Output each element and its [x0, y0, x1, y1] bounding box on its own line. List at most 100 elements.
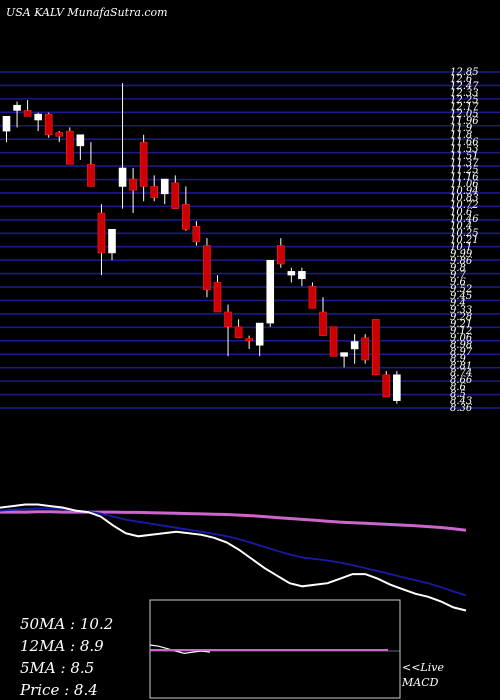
y-tick-label: 10.72 [450, 200, 479, 211]
y-tick-label: 10.21 [450, 235, 479, 246]
ma-line-12ma [0, 507, 467, 597]
y-tick-label: 11.66 [450, 137, 479, 148]
y-tick-label: 8.43 [450, 396, 472, 407]
y-tick-label: 9.99 [450, 249, 473, 260]
grid-lines [0, 71, 500, 409]
y-tick-label: 9.8 [450, 263, 466, 274]
candle-body [319, 311, 327, 336]
candle-body [150, 186, 158, 198]
candle-body [213, 282, 222, 313]
y-tick-label: 10.6 [450, 207, 473, 218]
y-tick-label: 11.37 [450, 158, 479, 169]
candle-body [182, 203, 190, 230]
candle-body [55, 132, 64, 137]
candle-body [87, 164, 95, 187]
y-tick-label: 8.6 [450, 382, 467, 393]
stat-12ma: 12MA : 8.9 [20, 637, 104, 655]
y-tick-label: 9.52 [450, 284, 472, 295]
candle-body [234, 326, 243, 339]
candle-body [13, 104, 21, 111]
macd-title: MACD [401, 676, 439, 689]
ma-line-50ma [0, 510, 467, 532]
y-tick-label: 12.33 [450, 88, 479, 99]
y-tick-label: 12.17 [450, 102, 479, 113]
y-tick-label: 12.25 [450, 95, 479, 106]
candles [2, 83, 401, 404]
stat-5ma: 5MA : 8.5 [20, 659, 94, 677]
y-tick-label: 9.06 [450, 333, 473, 344]
candle-body [382, 374, 391, 398]
macd-live-label: <<Live [402, 661, 444, 674]
y-axis-ticks: 12.8512.612.4712.3312.2512.1712.0511.961… [450, 67, 479, 414]
y-tick-label: 11.9 [450, 123, 473, 134]
y-tick-label: 9.12 [450, 326, 472, 337]
candle-body [224, 311, 232, 328]
candle-body [171, 182, 180, 209]
y-tick-label: 8.66 [450, 375, 473, 386]
y-tick-label: 11.06 [450, 179, 479, 190]
candle-body [76, 134, 85, 147]
candle-body [255, 322, 264, 346]
y-tick-label: 8.81 [450, 361, 472, 372]
y-tick-label: 8.9 [450, 354, 467, 365]
y-tick-label: 12.6 [450, 74, 473, 85]
y-tick-label: 9.6 [450, 277, 467, 288]
y-tick-label: 11.8 [450, 130, 472, 141]
y-tick-label: 11.16 [450, 172, 479, 183]
candle-body [393, 374, 401, 401]
y-tick-label: 10.1 [450, 242, 472, 253]
candle-body [44, 113, 53, 136]
y-tick-label: 9.4 [450, 298, 466, 309]
y-tick-label: 12.47 [450, 81, 479, 92]
candle-body [298, 271, 306, 280]
candle-body [245, 338, 253, 342]
candle-body [329, 326, 338, 357]
y-tick-label: 10.94 [450, 186, 479, 197]
y-tick-label: 8.98 [450, 340, 472, 351]
chart-title: USA KALV MunafaSutra.com [6, 6, 168, 19]
y-tick-label: 10.83 [450, 193, 479, 204]
candle-body [371, 319, 380, 376]
y-tick-label: 9.86 [450, 256, 473, 267]
candle-body [276, 245, 285, 265]
candle-body [118, 167, 127, 187]
macd-panel [149, 599, 401, 699]
candle-body [2, 116, 11, 132]
candle-body [287, 271, 296, 276]
candle-body [160, 178, 169, 195]
candle-body [34, 113, 42, 121]
y-tick-label: 9.45 [450, 291, 472, 302]
stat-50ma: 50MA : 10.2 [20, 615, 113, 633]
y-tick-label: 12.05 [450, 109, 479, 120]
y-tick-label: 11.25 [450, 165, 479, 176]
y-tick-label: 11.53 [450, 144, 479, 155]
y-tick-label: 9.7 [450, 270, 467, 281]
candle-body [361, 337, 370, 361]
candle-body [266, 260, 275, 324]
y-tick-label: 8.97 [450, 347, 473, 358]
ma-line-5ma [0, 503, 467, 612]
y-tick-label: 8.5 [450, 389, 466, 400]
y-tick-label: 8.74 [450, 368, 472, 379]
candle-body [97, 212, 106, 254]
y-tick-label: 10.46 [450, 214, 479, 225]
candle-body [23, 110, 32, 117]
y-tick-label: 11.51 [450, 151, 479, 162]
candle-body [350, 341, 359, 350]
candle-body [308, 285, 317, 309]
candle-body [340, 352, 348, 357]
macd-line [149, 644, 211, 655]
y-tick-label: 12.85 [450, 67, 479, 78]
y-tick-label: 8.36 [450, 403, 473, 414]
y-tick-label: 9.33 [450, 305, 472, 316]
candle-body [129, 178, 137, 191]
y-tick-label: 10.25 [450, 228, 479, 239]
stat-price: Price : 8.4 [19, 681, 98, 699]
y-tick-label: 9.21 [450, 319, 472, 330]
candle-body [192, 226, 201, 243]
candle-body [66, 130, 74, 165]
candle-body [203, 245, 211, 291]
y-tick-label: 11.96 [450, 116, 479, 127]
